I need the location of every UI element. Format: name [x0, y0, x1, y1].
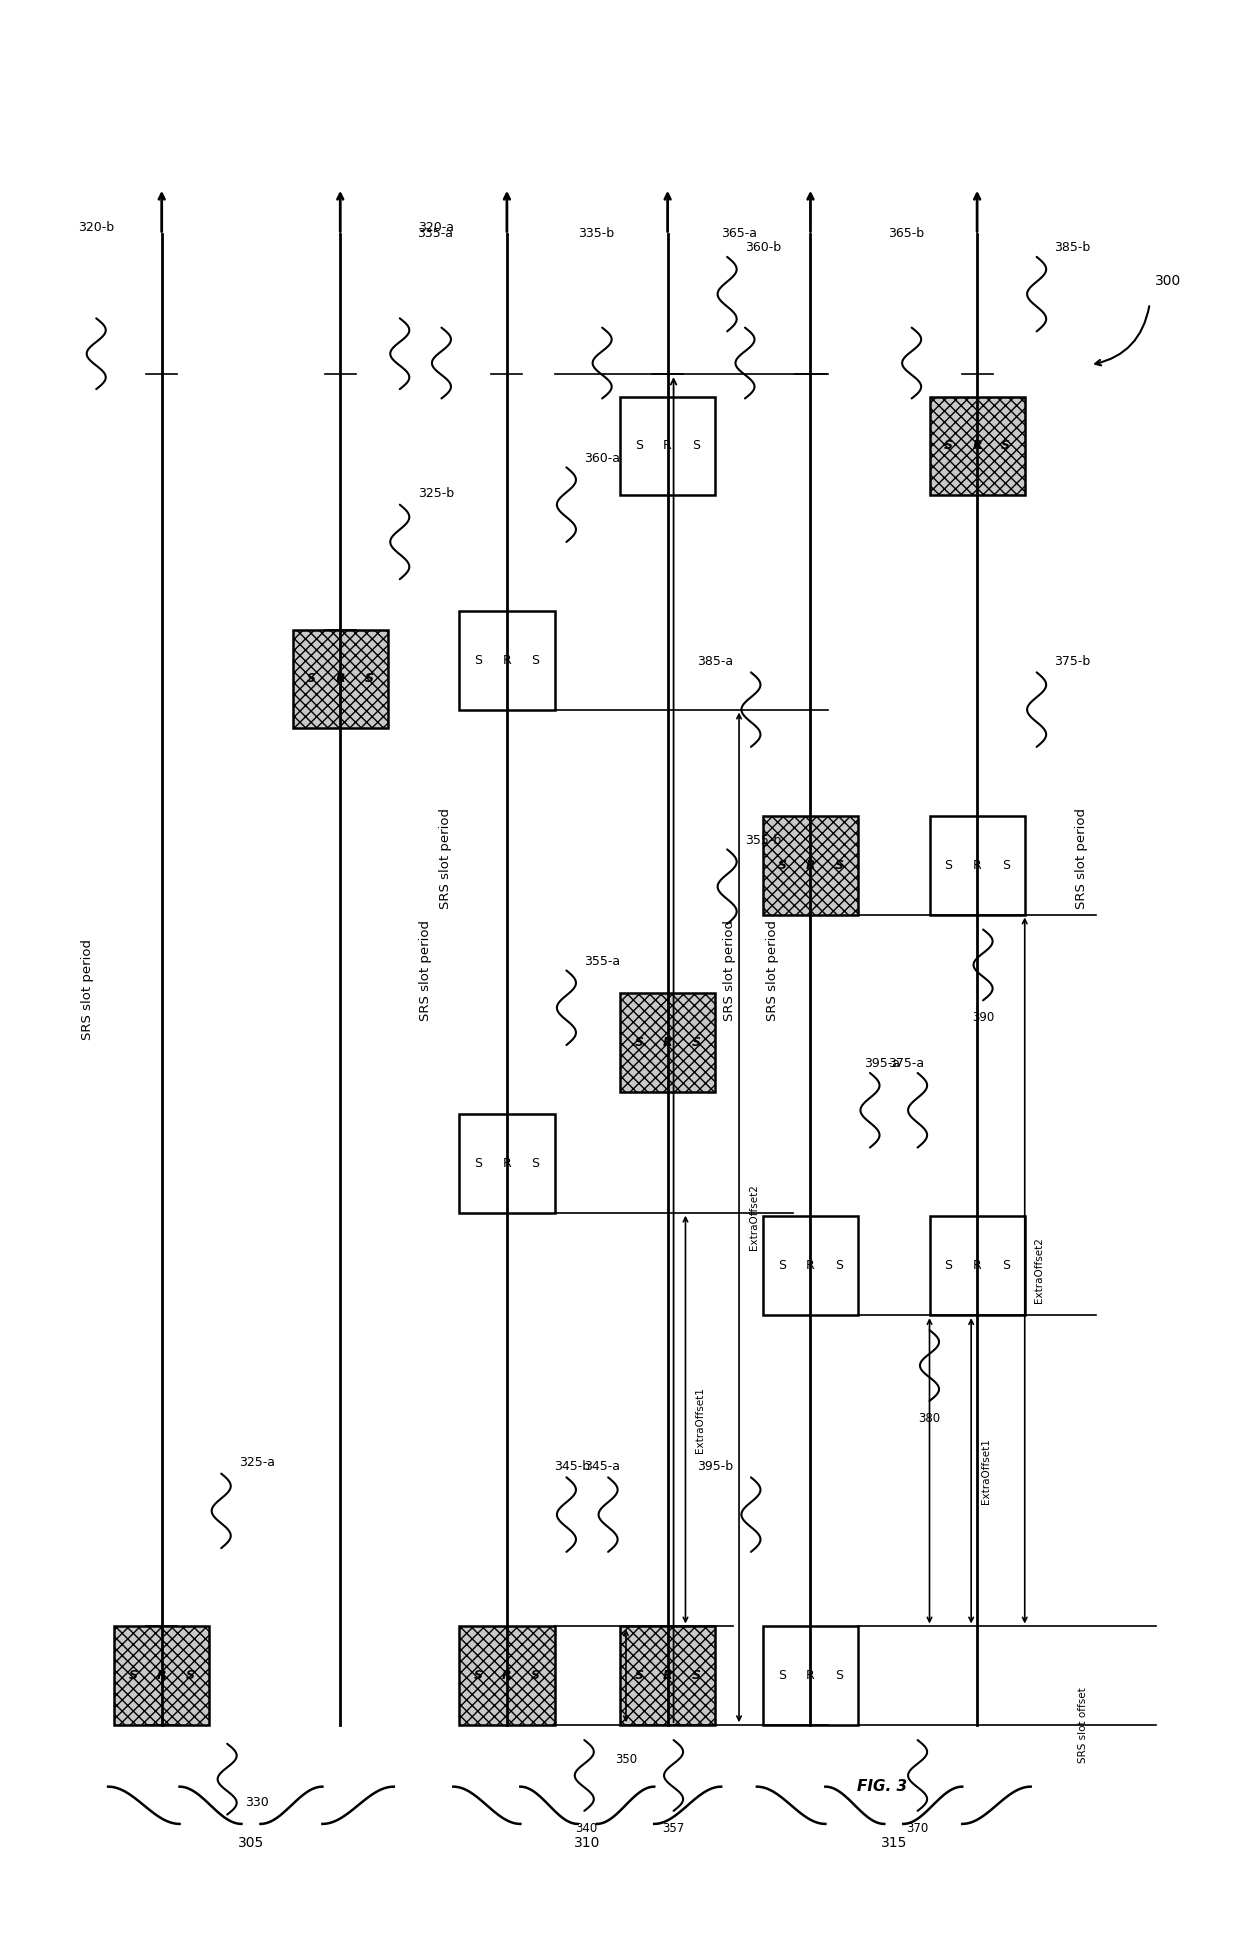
- Text: R: R: [663, 1669, 672, 1683]
- Text: 385-a: 385-a: [697, 654, 733, 668]
- Text: S: S: [777, 1669, 786, 1683]
- Text: 315: 315: [880, 1836, 906, 1850]
- Text: R: R: [157, 1669, 166, 1683]
- Text: SRS slot period: SRS slot period: [439, 807, 451, 908]
- Text: 375-a: 375-a: [888, 1058, 924, 1069]
- Text: 390: 390: [972, 1011, 994, 1025]
- Text: S: S: [945, 1260, 952, 1273]
- Text: 360-b: 360-b: [745, 241, 781, 254]
- Text: R: R: [972, 1260, 982, 1273]
- Text: 357: 357: [662, 1823, 684, 1834]
- Text: SRS slot period: SRS slot period: [723, 920, 737, 1021]
- Text: S: S: [129, 1669, 138, 1683]
- Bar: [620, 396, 715, 495]
- Text: S: S: [1002, 858, 1009, 872]
- Bar: [114, 1627, 210, 1726]
- Text: S: S: [365, 672, 373, 685]
- Text: R: R: [806, 858, 815, 872]
- Text: R: R: [502, 654, 511, 668]
- Text: R: R: [806, 1260, 815, 1273]
- Text: 300: 300: [1154, 274, 1180, 287]
- Text: 305: 305: [238, 1836, 264, 1850]
- Text: S: S: [692, 439, 701, 452]
- Text: 335-a: 335-a: [418, 227, 454, 241]
- Text: 375-b: 375-b: [1054, 654, 1091, 668]
- Text: 325-a: 325-a: [239, 1456, 275, 1469]
- Text: S: S: [692, 1669, 701, 1683]
- Bar: [930, 396, 1024, 495]
- Text: S: S: [531, 1669, 539, 1683]
- Text: SRS slot period: SRS slot period: [419, 920, 433, 1021]
- Text: 385-b: 385-b: [1054, 241, 1091, 254]
- Text: S: S: [474, 1669, 482, 1683]
- Text: SRS slot period: SRS slot period: [766, 920, 779, 1021]
- Text: S: S: [1001, 439, 1011, 452]
- Text: R: R: [502, 1157, 511, 1170]
- Text: 365-b: 365-b: [888, 227, 924, 241]
- Text: R: R: [663, 1036, 672, 1048]
- Text: S: S: [635, 1036, 644, 1048]
- Bar: [293, 629, 388, 728]
- Bar: [459, 1627, 554, 1726]
- Text: 360-a: 360-a: [584, 452, 620, 464]
- Text: S: S: [777, 1260, 786, 1273]
- Text: S: S: [635, 439, 644, 452]
- Text: 335-b: 335-b: [578, 227, 614, 241]
- Text: R: R: [806, 1669, 815, 1683]
- Bar: [459, 611, 554, 710]
- Text: ExtraOffset1: ExtraOffset1: [694, 1386, 706, 1452]
- Text: SRS slot offset: SRS slot offset: [1079, 1687, 1089, 1762]
- Text: ExtraOffset2: ExtraOffset2: [749, 1184, 759, 1250]
- Text: R: R: [972, 439, 982, 452]
- Text: 340: 340: [575, 1823, 598, 1834]
- Text: S: S: [635, 1669, 644, 1683]
- Bar: [620, 1627, 715, 1726]
- Text: S: S: [692, 1036, 701, 1048]
- Text: 395-a: 395-a: [864, 1058, 900, 1069]
- Text: S: S: [475, 1157, 482, 1170]
- Text: S: S: [945, 858, 952, 872]
- Text: R: R: [663, 439, 672, 452]
- Text: ExtraOffset1: ExtraOffset1: [981, 1438, 991, 1504]
- Text: SRS slot period: SRS slot period: [1075, 807, 1089, 908]
- Bar: [763, 1217, 858, 1316]
- Text: 380: 380: [919, 1413, 941, 1425]
- Text: 325-b: 325-b: [418, 487, 454, 501]
- Text: S: S: [1002, 1260, 1009, 1273]
- Text: S: S: [944, 439, 954, 452]
- Text: S: S: [835, 1669, 843, 1683]
- Text: 350: 350: [615, 1753, 637, 1766]
- Text: R: R: [502, 1669, 512, 1683]
- Bar: [620, 994, 715, 1091]
- Text: 370: 370: [906, 1823, 929, 1834]
- Text: S: S: [308, 672, 316, 685]
- Text: 310: 310: [574, 1836, 600, 1850]
- Text: S: S: [835, 1260, 843, 1273]
- Text: SRS slot period: SRS slot period: [82, 939, 94, 1040]
- Bar: [763, 815, 858, 914]
- Text: S: S: [475, 654, 482, 668]
- Text: 320-b: 320-b: [78, 221, 114, 235]
- Bar: [763, 1627, 858, 1726]
- Text: R: R: [972, 858, 982, 872]
- Text: FIG. 3: FIG. 3: [857, 1780, 906, 1793]
- Bar: [930, 815, 1024, 914]
- Text: 345-b: 345-b: [554, 1460, 590, 1473]
- Text: 355-b: 355-b: [745, 833, 781, 846]
- Text: S: S: [777, 858, 786, 872]
- Text: S: S: [835, 858, 843, 872]
- Text: 320-a: 320-a: [418, 221, 454, 235]
- Text: S: S: [532, 1157, 539, 1170]
- Text: S: S: [532, 654, 539, 668]
- Text: 345-a: 345-a: [584, 1460, 620, 1473]
- Text: 365-a: 365-a: [720, 227, 758, 241]
- Text: S: S: [186, 1669, 195, 1683]
- Bar: [930, 1217, 1024, 1316]
- Bar: [459, 1114, 554, 1213]
- Text: ExtraOffset2: ExtraOffset2: [1034, 1238, 1044, 1304]
- Text: 355-a: 355-a: [584, 955, 620, 969]
- Text: 330: 330: [246, 1795, 269, 1809]
- Text: R: R: [336, 672, 345, 685]
- Text: 395-b: 395-b: [697, 1460, 733, 1473]
